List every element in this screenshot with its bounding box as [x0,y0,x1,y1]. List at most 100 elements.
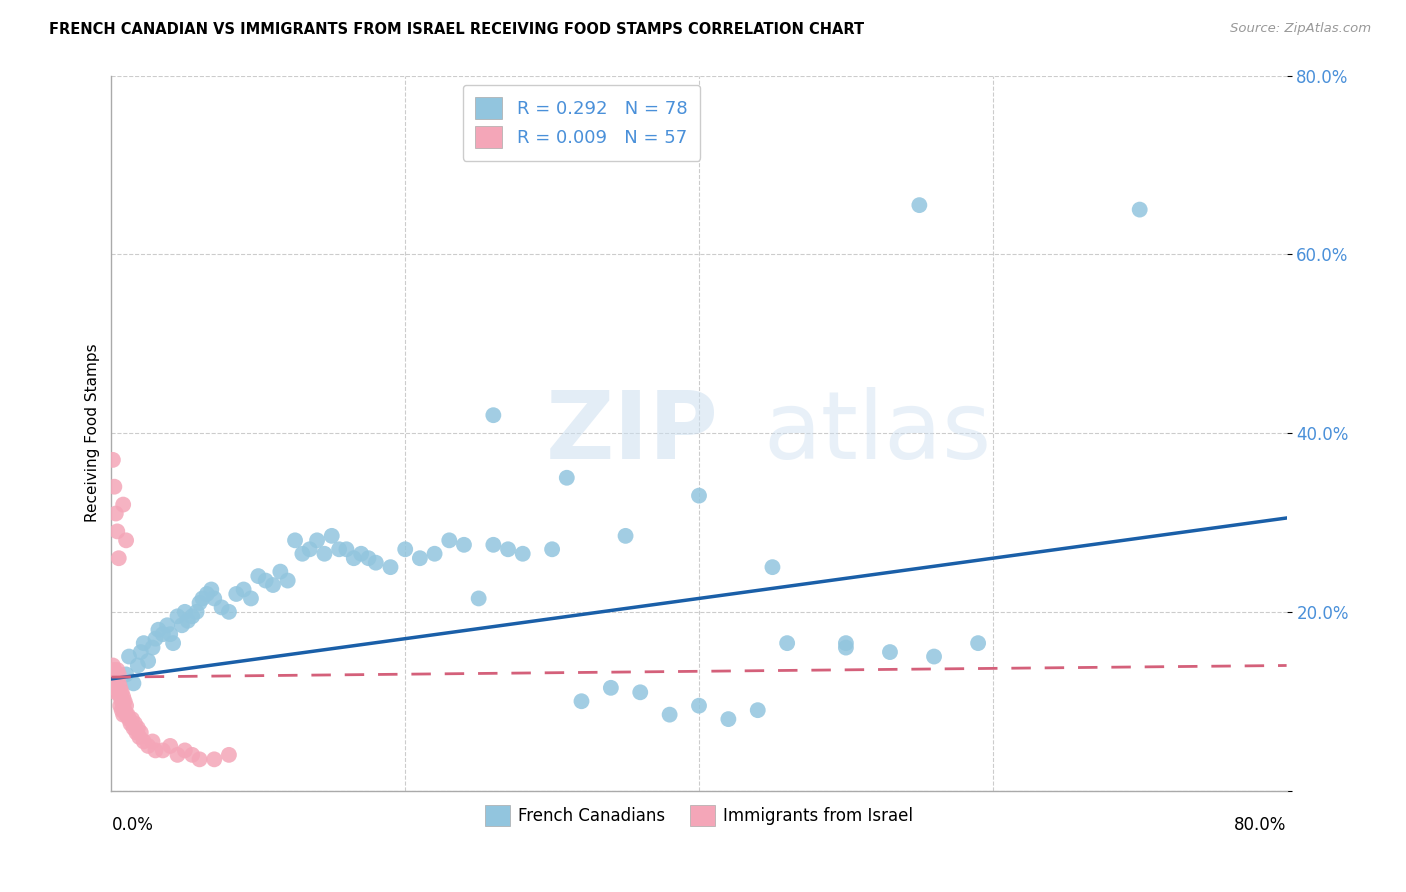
Point [181,747,204,762]
Y-axis label: Receiving Food Stamps: Receiving Food Stamps [86,343,100,523]
Point [104,685,127,699]
Point [195,587,218,601]
Point [111,694,134,708]
Point [148,623,170,637]
Point [111,685,134,699]
Point [112,498,135,512]
Text: 80.0%: 80.0% [1234,816,1286,834]
Point [188,752,211,766]
Point [211,600,233,615]
Point [202,752,225,766]
Point [112,690,135,704]
Point [136,654,159,668]
Point [101,667,124,681]
Point [343,551,366,566]
Point [122,676,145,690]
Point [202,591,225,606]
Point [181,609,204,624]
Point [614,529,637,543]
Point [101,453,124,467]
Point [127,721,149,735]
Point [225,587,247,601]
Point [145,743,167,757]
Point [776,636,799,650]
Point [129,645,152,659]
Point [107,667,129,681]
Point [107,685,129,699]
Point [262,578,284,592]
Point [105,524,128,539]
Point [1129,202,1152,217]
Point [141,734,163,748]
Point [115,667,138,681]
Point [101,658,124,673]
Point [482,408,505,422]
Point [115,707,138,722]
Point [128,730,150,744]
Point [120,716,142,731]
Point [541,542,564,557]
Point [200,582,222,597]
Point [380,560,402,574]
Point [115,698,138,713]
Point [269,565,291,579]
Text: Source: ZipAtlas.com: Source: ZipAtlas.com [1230,22,1371,36]
Point [599,681,621,695]
Point [173,743,195,757]
Point [122,721,145,735]
Point [114,694,136,708]
Point [104,676,127,690]
Point [121,712,143,726]
Text: FRENCH CANADIAN VS IMMIGRANTS FROM ISRAEL RECEIVING FOOD STAMPS CORRELATION CHAR: FRENCH CANADIAN VS IMMIGRANTS FROM ISRAE… [49,22,865,37]
Point [112,707,135,722]
Point [129,725,152,739]
Point [298,542,321,557]
Point [112,698,135,713]
Point [101,676,124,690]
Point [879,645,901,659]
Point [145,632,167,646]
Point [173,605,195,619]
Point [177,614,200,628]
Point [277,574,299,588]
Point [688,698,710,713]
Point [191,591,214,606]
Point [291,547,314,561]
Point [761,560,783,574]
Point [835,640,858,655]
Point [439,533,461,548]
Point [314,547,336,561]
Point [335,542,357,557]
Point [409,551,432,566]
Point [162,636,184,650]
Point [364,556,387,570]
Point [166,609,188,624]
Point [628,685,651,699]
Point [118,649,141,664]
Point [394,542,416,557]
Point [152,743,174,757]
Point [110,698,132,713]
Point [166,747,188,762]
Point [125,725,148,739]
Point [218,605,240,619]
Point [105,663,128,677]
Point [482,538,505,552]
Point [555,471,578,485]
Point [922,649,945,664]
Point [132,636,155,650]
Point [423,547,446,561]
Point [103,681,125,695]
Point [747,703,769,717]
Point [132,734,155,748]
Point [115,533,138,548]
Point [571,694,593,708]
Point [136,739,159,753]
Point [186,605,208,619]
Point [688,489,710,503]
Point [328,542,350,557]
Point [159,739,181,753]
Point [350,547,373,561]
Point [357,551,380,566]
Point [247,569,270,583]
